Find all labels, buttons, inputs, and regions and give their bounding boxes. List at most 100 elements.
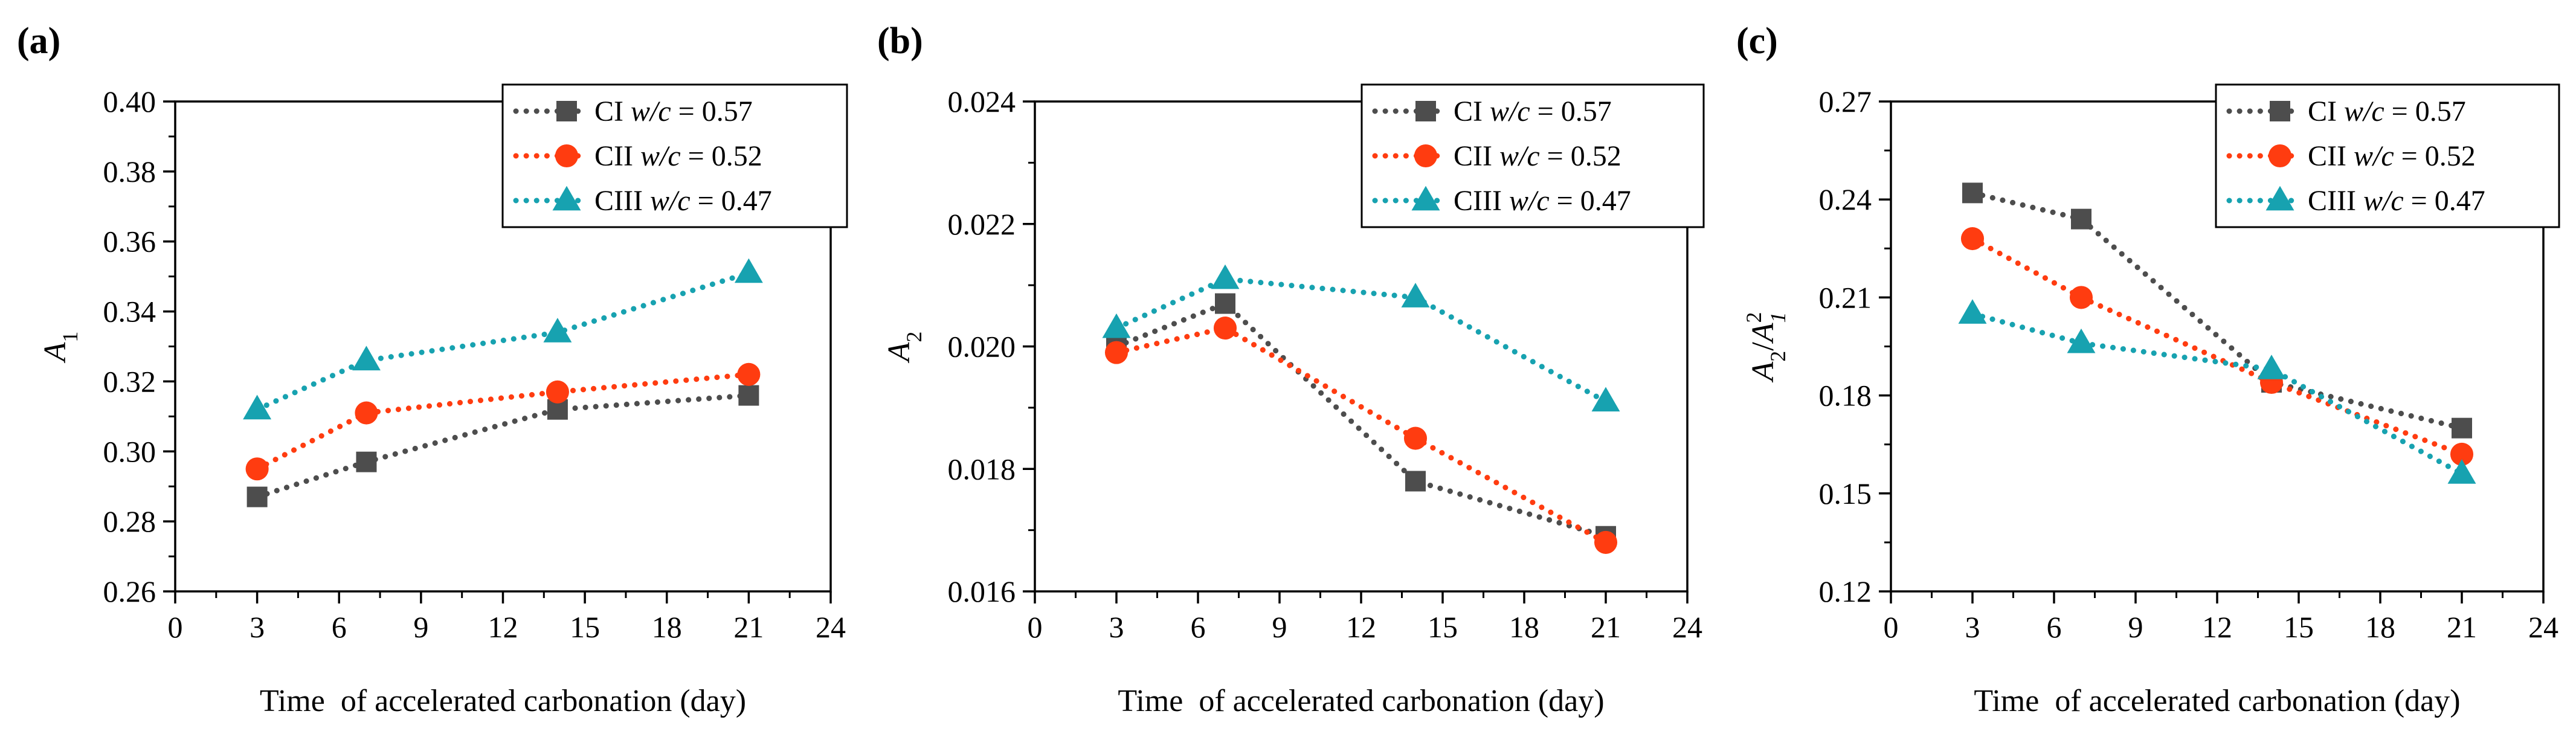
legend-label: CIII w/c = 0.47 [1454, 185, 1631, 217]
series-ciii [1102, 264, 1620, 412]
y-tick-label: 0.24 [1819, 182, 1872, 216]
series-line [254, 372, 752, 472]
legend-label: CI w/c = 0.57 [594, 95, 753, 127]
y-tick-label: 0.018 [948, 452, 1016, 486]
y-title-symbol: A [1746, 361, 1780, 382]
y-tick-label: 0.024 [948, 85, 1016, 118]
x-tick-label: 6 [2047, 610, 2062, 644]
data-point [356, 451, 377, 472]
data-point [1960, 227, 1985, 251]
data-point [2447, 459, 2476, 484]
data-point [546, 380, 569, 404]
panel-a: (a) 0 3 6 9 12 15 18 21 24 0.26 0.28 0.30 0.32 0.34 0.3… [17, 21, 848, 718]
legend: CI w/c = 0.57 CII w/c = 0.52 CIII w/c = 0.… [1360, 83, 1705, 228]
legend-marker [2270, 101, 2290, 121]
data-point [1962, 182, 1983, 204]
data-point [543, 318, 572, 343]
data-point [737, 362, 761, 386]
y-title-symbol: A [38, 342, 72, 363]
series-cii [1104, 317, 1618, 554]
y-axis-title: A1 [38, 332, 82, 364]
y-axis-title: A2/A12 [1742, 312, 1790, 383]
y-tick-label: 0.27 [1819, 85, 1872, 118]
x-axis-title: Time of accelerated carbonation (day) [1974, 684, 2460, 718]
x-tick-label: 15 [1428, 610, 1458, 644]
x-tick-label: 18 [1509, 610, 1539, 644]
x-tick-label: 24 [1672, 610, 1702, 644]
legend-wc-value: = 0.47 [2404, 185, 2485, 217]
data-point [2450, 442, 2474, 466]
series-line [254, 270, 752, 413]
legend-series-name: CIII [1454, 185, 1509, 217]
y-tick-label: 0.32 [103, 364, 156, 398]
data-point [1958, 299, 1987, 324]
data-point [1211, 264, 1240, 289]
x-tick-label: 0 [1028, 610, 1043, 644]
legend-wc-value: = 0.57 [671, 95, 753, 127]
legend-marker [2265, 185, 2294, 211]
legend-entry-cii: CII w/c = 0.52 [1372, 140, 1621, 172]
series-line [1113, 276, 1609, 405]
legend-entry-ciii: CIII w/c = 0.47 [2226, 185, 2485, 217]
legend-wc-value: = 0.57 [2384, 95, 2466, 127]
legend: CI w/c = 0.57 CII w/c = 0.52 CIII w/c = 0.… [2215, 83, 2560, 228]
y-tick-label: 0.18 [1819, 379, 1872, 413]
x-tick-label: 18 [2365, 610, 2395, 644]
data-point [734, 258, 763, 283]
x-tick-label: 12 [1346, 610, 1376, 644]
legend-series-name: CI [2308, 95, 2344, 127]
series-line [1113, 300, 1609, 539]
legend-marker [555, 144, 579, 168]
x-tick-label: 12 [488, 610, 518, 644]
y-title-subscript-2: 1 [1766, 312, 1790, 323]
legend-series-name: CII [1454, 140, 1499, 172]
data-point [2069, 286, 2093, 309]
legend: CI w/c = 0.57 CII w/c = 0.52 CIII w/c = 0.… [501, 83, 848, 228]
y-axis-title: A2 [882, 332, 926, 364]
legend-entry-ci: CI w/c = 0.57 [513, 95, 753, 127]
data-point [1403, 426, 1428, 450]
panel-label: (b) [877, 21, 923, 62]
legend-marker [1411, 185, 1440, 211]
y-tick-label: 0.26 [103, 574, 156, 608]
data-point [246, 486, 268, 507]
x-tick-label: 24 [2528, 610, 2558, 644]
x-tick-label: 3 [1965, 610, 1980, 644]
legend-wc-value: = 0.52 [681, 140, 762, 172]
y-tick-label: 0.34 [103, 295, 156, 329]
series-ciii [243, 258, 763, 420]
y-tick-label: 0.28 [103, 504, 156, 538]
data-point [1104, 341, 1129, 364]
legend-entry-ci: CI w/c = 0.57 [1372, 95, 1612, 127]
legend-marker [2268, 144, 2292, 168]
y-tick-label: 0.020 [948, 330, 1016, 364]
legend-label: CI w/c = 0.57 [1454, 95, 1612, 127]
legend-label: CIII w/c = 0.47 [2308, 185, 2485, 217]
x-axis-title: Time of accelerated carbonation (day) [1118, 684, 1604, 718]
legend-label: CII w/c = 0.52 [2308, 140, 2476, 172]
data-point [2067, 328, 2096, 353]
data-point [2071, 208, 2091, 230]
x-tick-label: 18 [652, 610, 682, 644]
series-line [1969, 190, 2465, 431]
data-point [2452, 417, 2472, 439]
x-tick-label: 15 [2284, 610, 2314, 644]
legend-wc-value: = 0.52 [1540, 140, 1621, 172]
legend-wc-value: = 0.52 [2394, 140, 2476, 172]
data-point [738, 385, 759, 406]
legend-entry-ciii: CIII w/c = 0.47 [513, 185, 772, 217]
series-cii [245, 362, 761, 481]
y-title-superscript-2: 2 [1742, 312, 1766, 323]
y-tick-label: 0.15 [1819, 477, 1872, 510]
x-tick-label: 9 [413, 610, 428, 644]
legend-marker [552, 185, 581, 211]
x-tick-label: 6 [1191, 610, 1206, 644]
data-point [1591, 387, 1620, 412]
x-axis-title: Time of accelerated carbonation (day) [260, 684, 746, 718]
legend-marker [1414, 144, 1438, 168]
y-title-subscript: 2 [902, 332, 926, 343]
legend-label: CII w/c = 0.52 [594, 140, 762, 172]
y-title-subscript: 1 [58, 332, 82, 343]
x-tick-label: 12 [2202, 610, 2232, 644]
